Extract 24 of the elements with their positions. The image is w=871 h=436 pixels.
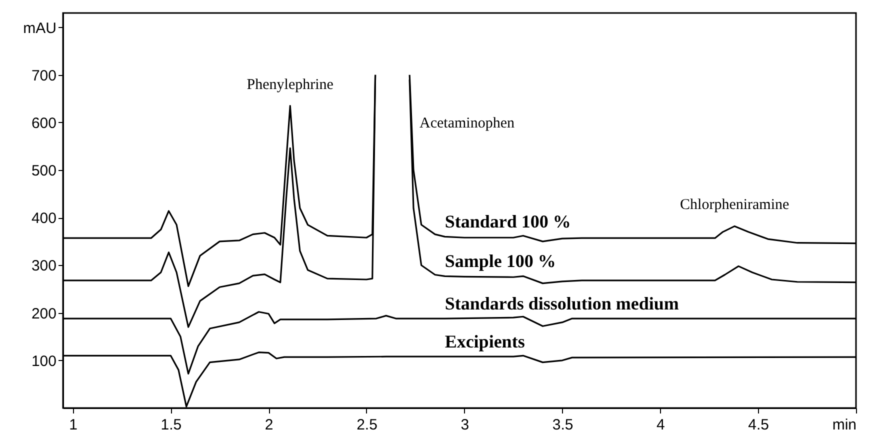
annotation: Chlorpheniramine [680, 197, 790, 214]
y-tick-label: 300 [31, 258, 56, 275]
x-tick-label: 2.5 [356, 416, 378, 434]
y-tick-label: 700 [31, 67, 56, 84]
x-tick-label: min [832, 416, 856, 434]
y-tick-label: 200 [31, 305, 56, 322]
annotation: Acetaminophen [420, 115, 515, 132]
x-tick-label: 3.5 [552, 416, 574, 434]
y-tick-label: 100 [31, 352, 56, 370]
series-label: Standard 100 % [444, 212, 571, 232]
series-label: Sample 100 % [444, 251, 556, 272]
series-label: Standards dissolution medium [444, 294, 679, 314]
y-tick-label: 500 [31, 162, 56, 180]
series-label: Excipients [444, 332, 525, 352]
x-tick-label: 1 [69, 416, 78, 434]
x-tick-label: 4.5 [748, 416, 770, 434]
annotation: Phenylephrine [246, 76, 334, 93]
x-tick-label: 2 [264, 416, 274, 434]
x-tick-label: 3 [460, 416, 470, 434]
x-tick-label: 4 [656, 416, 665, 434]
x-tick-label: 1.5 [160, 416, 182, 434]
y-tick-label: 400 [31, 210, 56, 228]
y-tick-label: 600 [31, 114, 56, 132]
y-tick-label: mAU [23, 20, 56, 37]
